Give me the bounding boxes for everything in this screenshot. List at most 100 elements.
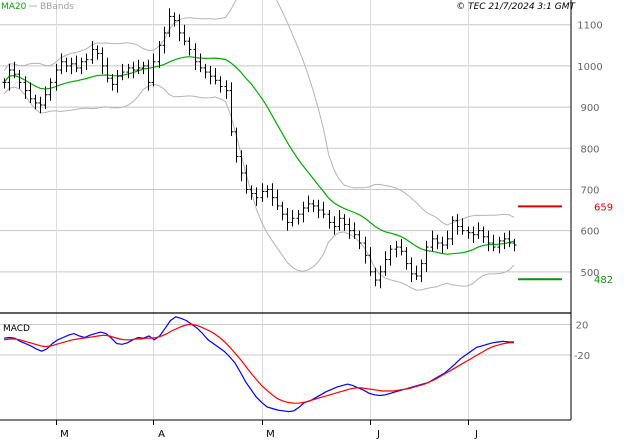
legend-ma20: MA20: [1, 2, 27, 12]
price-bar: [213, 67, 218, 85]
price-bar: [74, 55, 79, 73]
price-bar: [357, 230, 362, 250]
price-bar: [388, 245, 393, 266]
price-bar: [430, 230, 435, 252]
price-bar: [54, 63, 59, 91]
price-bar: [69, 57, 74, 75]
price-bar: [254, 187, 259, 206]
price-bar: [48, 78, 53, 101]
price-bar: [404, 247, 409, 270]
price-bar: [249, 185, 254, 200]
macd-axis-ticks: 20 -20: [574, 320, 590, 362]
price-axis-ticks: 500 600 700 800 900 1000 1100: [577, 21, 602, 279]
price-bar: [239, 150, 244, 182]
price-bar: [59, 53, 64, 75]
price-tick-label: 600: [580, 227, 599, 238]
price-bar: [234, 127, 239, 163]
price-bar: [491, 234, 496, 252]
price-bar: [17, 70, 22, 89]
price-bar: [64, 57, 69, 73]
price-bar: [419, 259, 424, 283]
price-bar: [507, 230, 512, 248]
price-bar: [110, 74, 115, 91]
month-separators: [56, 0, 469, 420]
price-bar: [455, 214, 460, 235]
price-tick-label: 900: [580, 103, 599, 114]
price-bar: [208, 65, 213, 85]
macd-gridlines: [0, 323, 571, 356]
macd-series-line: [3, 316, 514, 413]
price-bar: [136, 59, 141, 75]
price-bar: [157, 41, 162, 68]
price-bar: [502, 232, 507, 250]
price-bar: [512, 238, 517, 252]
legend-bbands: BBands: [40, 2, 74, 12]
price-bar: [218, 76, 223, 93]
price-bar: [224, 80, 229, 99]
price-bar: [2, 78, 7, 89]
price-bar: [296, 210, 301, 225]
price-bars: [2, 8, 517, 289]
price-bar: [445, 230, 450, 250]
price-bar: [100, 47, 105, 75]
price-bar: [347, 218, 352, 239]
macd-title: MACD: [3, 324, 30, 334]
price-bar: [311, 199, 316, 213]
price-bar: [270, 183, 275, 206]
price-bar: [162, 26, 167, 54]
signal-series-line: [3, 323, 514, 404]
price-bar: [12, 61, 17, 79]
bollinger-upper-band: [3, 0, 515, 226]
price-bar: [203, 63, 208, 79]
month-label: J: [376, 429, 380, 440]
price-bar: [193, 43, 198, 71]
price-bar: [38, 96, 43, 114]
price-bar: [414, 265, 419, 281]
price-bar: [424, 240, 429, 272]
price-bar: [327, 210, 332, 229]
price-bar: [450, 216, 455, 246]
price-bar: [28, 82, 33, 103]
price-bar: [90, 41, 95, 64]
price-bar: [342, 214, 347, 231]
bollinger-lower-band: [3, 83, 515, 291]
price-bar: [363, 236, 368, 264]
price-bar: [131, 61, 136, 79]
price-bar: [43, 86, 48, 110]
price-bar: [378, 265, 383, 289]
price-bar: [440, 236, 445, 254]
price-bar: [141, 61, 146, 75]
price-bar: [460, 218, 465, 235]
price-bar: [399, 238, 404, 256]
price-bar: [126, 63, 131, 79]
price-bar: [290, 210, 295, 227]
price-bar: [146, 59, 151, 91]
price-bar: [265, 185, 270, 198]
price-bar: [368, 247, 373, 276]
price-bar: [260, 183, 265, 202]
price-tick-label: 1100: [577, 21, 602, 32]
price-bar: [306, 195, 311, 213]
price-bar: [352, 222, 357, 239]
price-bar: [481, 226, 486, 243]
price-bar: [115, 70, 120, 93]
price-bar: [275, 189, 280, 211]
price-bar: [337, 210, 342, 231]
price-tick-label: 800: [580, 144, 599, 155]
price-bar: [409, 257, 414, 283]
price-bar: [285, 207, 290, 231]
price-bar: [187, 37, 192, 56]
price-tick-label: 1000: [577, 62, 602, 73]
price-bar: [321, 201, 326, 219]
price-bar: [476, 222, 481, 239]
price-bar: [301, 201, 306, 223]
price-bar: [151, 53, 156, 87]
price-bar: [383, 251, 388, 276]
price-bar: [105, 57, 110, 83]
price-bar: [198, 53, 203, 73]
price-bar: [373, 267, 378, 287]
month-label: M: [266, 429, 275, 440]
price-bar: [167, 8, 172, 38]
price-bar: [79, 57, 84, 75]
